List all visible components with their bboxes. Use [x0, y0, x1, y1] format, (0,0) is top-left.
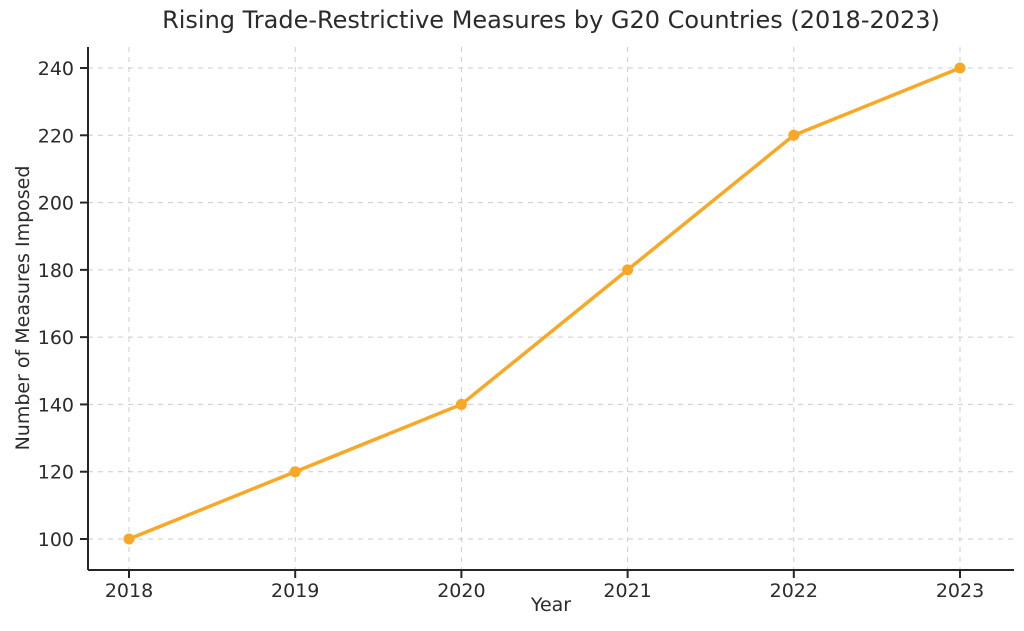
data-point-marker	[954, 62, 966, 74]
data-series-line	[127, 66, 962, 541]
y-tick-label: 140	[38, 394, 74, 416]
x-tick-label: 2020	[437, 580, 485, 602]
data-point-marker	[622, 264, 634, 276]
x-axis-label: Year	[530, 594, 572, 616]
x-tick-label: 2022	[770, 580, 818, 602]
y-tick-label: 240	[38, 58, 74, 80]
x-tick-label: 2023	[936, 580, 984, 602]
x-tick-label: 2021	[603, 580, 651, 602]
y-tick-label: 120	[38, 462, 74, 484]
y-tick-label: 180	[38, 260, 74, 282]
y-tick-label: 160	[38, 327, 74, 349]
y-tick-label: 100	[38, 529, 74, 551]
y-tick-label: 200	[38, 193, 74, 215]
x-tick-label: 2019	[271, 580, 319, 602]
data-point-marker	[455, 398, 467, 410]
x-tick-label: 2018	[105, 580, 153, 602]
chart-title: Rising Trade-Restrictive Measures by G20…	[162, 6, 940, 34]
data-point-marker	[788, 129, 800, 141]
data-point-marker	[123, 533, 135, 545]
y-tick-label: 220	[38, 125, 74, 147]
data-point-marker	[289, 466, 301, 478]
